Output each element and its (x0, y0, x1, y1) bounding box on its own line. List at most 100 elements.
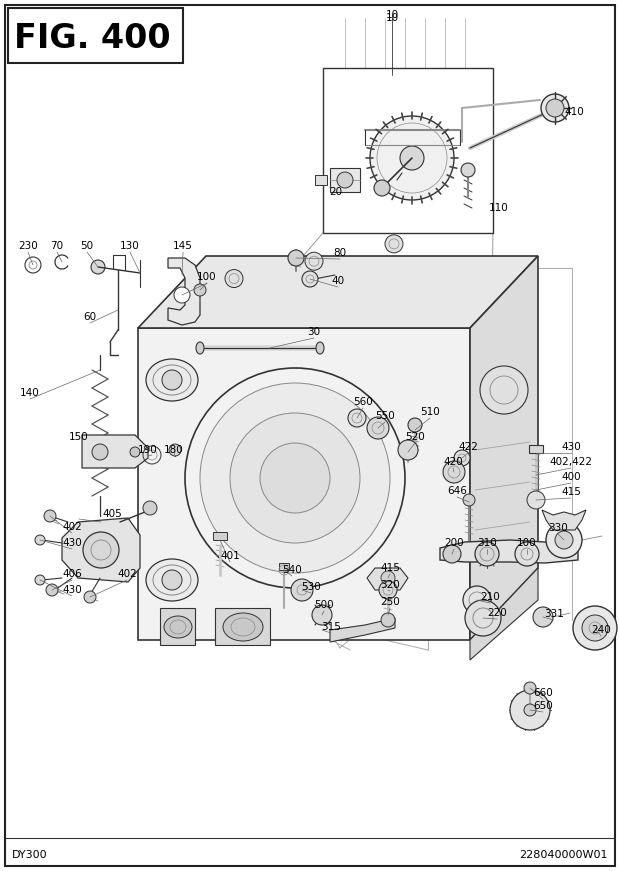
Circle shape (573, 606, 617, 650)
Text: 430: 430 (561, 442, 581, 452)
Circle shape (524, 704, 536, 716)
Polygon shape (470, 256, 538, 640)
Text: 402,422: 402,422 (549, 457, 593, 467)
Bar (323, 68, 493, 233)
Circle shape (44, 510, 56, 522)
Text: 80: 80 (334, 248, 347, 258)
Circle shape (533, 607, 553, 627)
Text: 400: 400 (561, 472, 581, 482)
Text: 500: 500 (314, 600, 334, 610)
Text: 650: 650 (533, 701, 553, 711)
Circle shape (541, 94, 569, 122)
Circle shape (348, 409, 366, 427)
Text: 330: 330 (548, 523, 568, 533)
Ellipse shape (146, 559, 198, 601)
Circle shape (443, 545, 461, 563)
Text: 402: 402 (117, 569, 137, 579)
Ellipse shape (316, 342, 324, 354)
Polygon shape (279, 563, 289, 570)
Polygon shape (138, 328, 470, 640)
Polygon shape (215, 608, 270, 645)
Text: 422: 422 (458, 442, 478, 452)
Circle shape (194, 284, 206, 296)
Text: 145: 145 (173, 241, 193, 251)
Circle shape (91, 260, 105, 274)
Text: 240: 240 (591, 625, 611, 635)
Text: 50: 50 (81, 241, 94, 251)
Text: 530: 530 (301, 582, 321, 592)
Text: 550: 550 (375, 411, 395, 421)
Text: 220: 220 (487, 608, 507, 618)
Circle shape (374, 180, 390, 196)
Text: 140: 140 (20, 388, 40, 398)
Circle shape (230, 413, 360, 543)
Text: 510: 510 (420, 407, 440, 417)
Circle shape (480, 366, 528, 414)
Circle shape (400, 146, 424, 170)
Text: 315: 315 (321, 622, 341, 632)
Text: 40: 40 (332, 276, 345, 286)
Circle shape (225, 269, 243, 287)
Circle shape (461, 163, 475, 177)
Text: 228040000W01: 228040000W01 (520, 850, 608, 860)
Circle shape (510, 690, 550, 730)
Text: 70: 70 (50, 241, 64, 251)
Circle shape (312, 605, 332, 625)
Text: 210: 210 (480, 592, 500, 602)
Polygon shape (529, 445, 543, 453)
Bar (315, 175, 327, 185)
Text: 415: 415 (380, 563, 400, 573)
Text: 405: 405 (102, 509, 122, 519)
Circle shape (83, 532, 119, 568)
Circle shape (475, 542, 499, 566)
Circle shape (337, 172, 353, 188)
Circle shape (515, 542, 539, 566)
Polygon shape (330, 618, 395, 642)
Polygon shape (160, 608, 195, 645)
Text: 430: 430 (62, 585, 82, 595)
Polygon shape (62, 518, 140, 582)
Circle shape (381, 613, 395, 627)
Text: 660: 660 (533, 688, 553, 698)
Circle shape (35, 535, 45, 545)
Circle shape (454, 450, 470, 466)
Ellipse shape (196, 342, 204, 354)
Circle shape (46, 584, 58, 596)
Circle shape (463, 586, 491, 614)
Text: 110: 110 (489, 203, 509, 213)
Circle shape (463, 494, 475, 506)
Text: 30: 30 (308, 327, 321, 337)
Circle shape (367, 417, 389, 439)
Text: 180: 180 (164, 445, 184, 455)
Circle shape (302, 271, 318, 287)
Text: 100: 100 (517, 538, 537, 548)
Text: 150: 150 (69, 432, 89, 442)
Text: 200: 200 (444, 538, 464, 548)
Circle shape (35, 575, 45, 585)
Text: 401: 401 (220, 551, 240, 561)
Circle shape (398, 440, 418, 460)
Circle shape (370, 116, 454, 200)
Text: 415: 415 (561, 487, 581, 497)
Circle shape (546, 99, 564, 117)
Circle shape (381, 571, 395, 585)
Text: 520: 520 (405, 432, 425, 442)
Text: FIG. 400: FIG. 400 (14, 22, 170, 55)
Circle shape (555, 531, 573, 549)
Text: 230: 230 (18, 241, 38, 251)
Text: 420: 420 (443, 457, 463, 467)
Circle shape (305, 253, 323, 270)
Circle shape (524, 682, 536, 694)
Text: 60: 60 (84, 312, 97, 322)
Text: DY300: DY300 (12, 850, 48, 860)
Text: eReplacementParts.com: eReplacementParts.com (238, 474, 382, 487)
Circle shape (200, 383, 390, 573)
Circle shape (169, 444, 181, 456)
Polygon shape (367, 568, 408, 590)
Text: 130: 130 (120, 241, 140, 251)
Bar (8, 8, 183, 63)
Text: 100: 100 (197, 272, 217, 282)
Text: 310: 310 (477, 538, 497, 548)
Circle shape (130, 447, 140, 457)
Circle shape (185, 368, 405, 588)
